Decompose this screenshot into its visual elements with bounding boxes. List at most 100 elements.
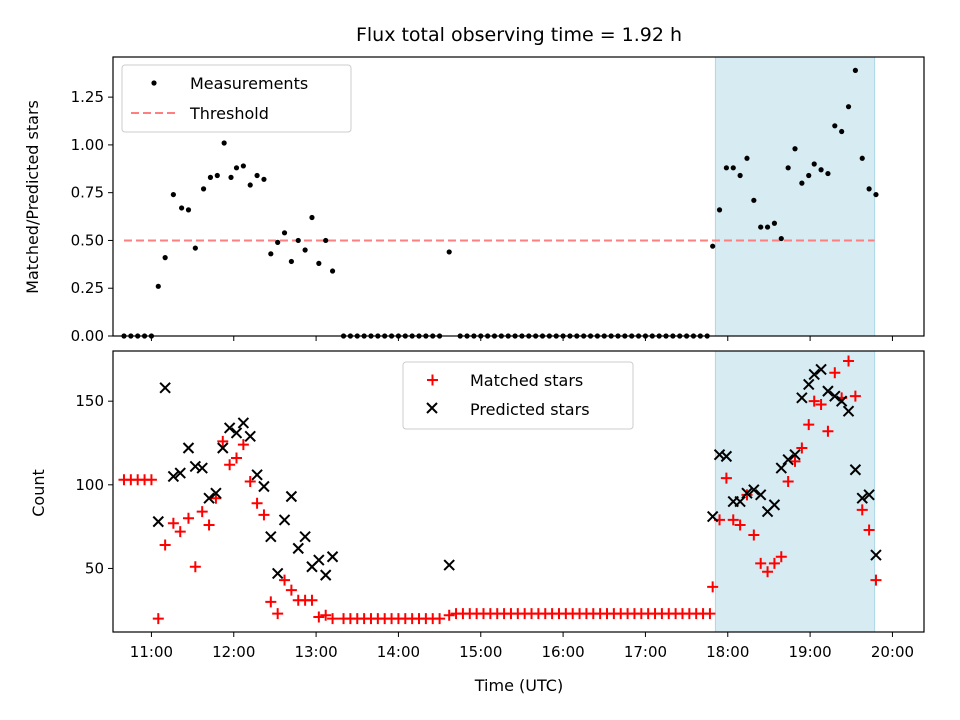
measurement-point bbox=[240, 163, 246, 169]
measurement-point bbox=[275, 239, 281, 245]
measurement-point bbox=[329, 268, 336, 274]
predicted-star-point bbox=[849, 464, 862, 476]
measurement-point bbox=[323, 237, 329, 244]
matched-star-point bbox=[217, 435, 229, 447]
predicted-star-point bbox=[196, 462, 208, 474]
bottom-y-axis-label: Count bbox=[29, 469, 48, 517]
y-tick-label: 150 bbox=[75, 392, 104, 410]
measurement-point bbox=[852, 67, 858, 73]
predicted-star-point bbox=[278, 514, 291, 526]
matched-star-point bbox=[306, 594, 318, 606]
x-tick-label: 16:00 bbox=[541, 643, 584, 661]
measurement-point bbox=[281, 230, 288, 236]
legend-matched-marker bbox=[427, 374, 438, 386]
matched-star-point bbox=[167, 517, 179, 529]
matched-star-point bbox=[152, 613, 164, 625]
measurement-point bbox=[233, 165, 240, 171]
measurement-point bbox=[751, 197, 757, 203]
matched-star-point bbox=[741, 489, 753, 501]
measurement-point bbox=[207, 174, 214, 180]
measurement-point bbox=[778, 235, 784, 242]
matched-star-point bbox=[265, 596, 277, 608]
y-tick-label: 0.75 bbox=[71, 184, 104, 202]
measurement-point bbox=[818, 167, 824, 173]
predicted-star-point bbox=[808, 368, 820, 381]
predicted-star-point bbox=[789, 448, 801, 461]
legend: Measurements Threshold bbox=[121, 64, 352, 133]
legend-predicted-marker bbox=[426, 402, 438, 414]
legend-measurements-label: Measurements bbox=[190, 74, 308, 93]
measurement-point bbox=[799, 180, 805, 186]
measurement-point bbox=[716, 207, 723, 213]
measurement-point bbox=[873, 191, 879, 198]
x-tick-label: 20:00 bbox=[871, 643, 914, 661]
series-matched-stars bbox=[118, 355, 882, 625]
matched-star-point bbox=[251, 497, 263, 509]
matched-star-point bbox=[285, 584, 297, 596]
predicted-star-point bbox=[822, 385, 834, 397]
matched-star-point bbox=[313, 611, 325, 623]
matched-star-point bbox=[849, 390, 861, 402]
predicted-star-point bbox=[803, 378, 815, 391]
predicted-star-point bbox=[706, 510, 719, 523]
predicted-star-point bbox=[244, 430, 256, 443]
measurement-point bbox=[247, 182, 253, 188]
measurement-point bbox=[295, 237, 301, 244]
measurement-point bbox=[710, 243, 716, 249]
measurement-point bbox=[744, 155, 750, 161]
predicted-star-point bbox=[856, 492, 868, 504]
measurement-point bbox=[162, 255, 168, 261]
measurement-point bbox=[254, 172, 260, 179]
matched-star-point bbox=[279, 574, 291, 586]
measurement-point bbox=[859, 155, 865, 161]
predicted-star-point bbox=[265, 530, 277, 543]
predicted-star-point bbox=[713, 448, 726, 461]
matched-star-point bbox=[803, 419, 815, 431]
measurement-point bbox=[771, 220, 778, 226]
predicted-star-point bbox=[782, 454, 794, 466]
matched-star-point bbox=[174, 526, 186, 538]
predicted-star-point bbox=[720, 450, 733, 463]
measurement-point bbox=[192, 245, 198, 251]
matched-star-point bbox=[829, 367, 841, 379]
matched-star-point bbox=[762, 566, 774, 578]
matched-star-point bbox=[815, 399, 827, 411]
chart-title: Flux total observing time = 1.92 h bbox=[356, 24, 682, 46]
matched-star-point bbox=[782, 475, 794, 487]
matched-star-point bbox=[203, 519, 215, 531]
predicted-star-point bbox=[174, 467, 186, 479]
matched-star-point bbox=[707, 581, 719, 593]
y-tick-label: 1.25 bbox=[71, 88, 104, 106]
matched-star-point bbox=[244, 475, 256, 487]
legend-predicted-label: Predicted stars bbox=[470, 400, 590, 419]
matched-star-point bbox=[434, 613, 446, 625]
predicted-star-point bbox=[796, 392, 808, 404]
y-tick-label: 0.00 bbox=[71, 327, 104, 345]
matched-star-point bbox=[789, 455, 801, 467]
measurement-point bbox=[723, 165, 729, 171]
x-tick-label: 18:00 bbox=[706, 643, 749, 661]
bottom-panel: 50 100 150 11:00 12:00 13:00 14:00 15:00 16:00 17… bbox=[75, 350, 925, 661]
y-tick-label: 1.00 bbox=[71, 136, 104, 154]
predicted-star-point bbox=[870, 549, 882, 561]
predicted-star-point bbox=[210, 487, 222, 499]
predicted-star-point bbox=[237, 417, 250, 429]
predicted-star-point bbox=[217, 442, 229, 454]
x-tick-label: 15:00 bbox=[459, 643, 502, 661]
measurement-point bbox=[185, 207, 192, 213]
matched-star-point bbox=[145, 474, 157, 486]
predicted-star-point bbox=[182, 442, 195, 454]
matched-star-point bbox=[443, 609, 455, 621]
x-axis-label: Time (UTC) bbox=[474, 676, 563, 695]
matched-star-point bbox=[843, 355, 855, 367]
matched-star-point bbox=[196, 506, 208, 518]
predicted-star-point bbox=[326, 551, 339, 563]
predicted-star-point bbox=[768, 499, 781, 511]
predicted-star-point bbox=[230, 427, 243, 439]
predicted-star-point bbox=[159, 382, 171, 394]
predicted-star-point bbox=[271, 567, 284, 580]
matched-star-point bbox=[755, 557, 767, 569]
observing-window-highlight bbox=[714, 56, 876, 337]
predicted-star-point bbox=[167, 470, 180, 483]
x-tick-label: 19:00 bbox=[788, 643, 831, 661]
